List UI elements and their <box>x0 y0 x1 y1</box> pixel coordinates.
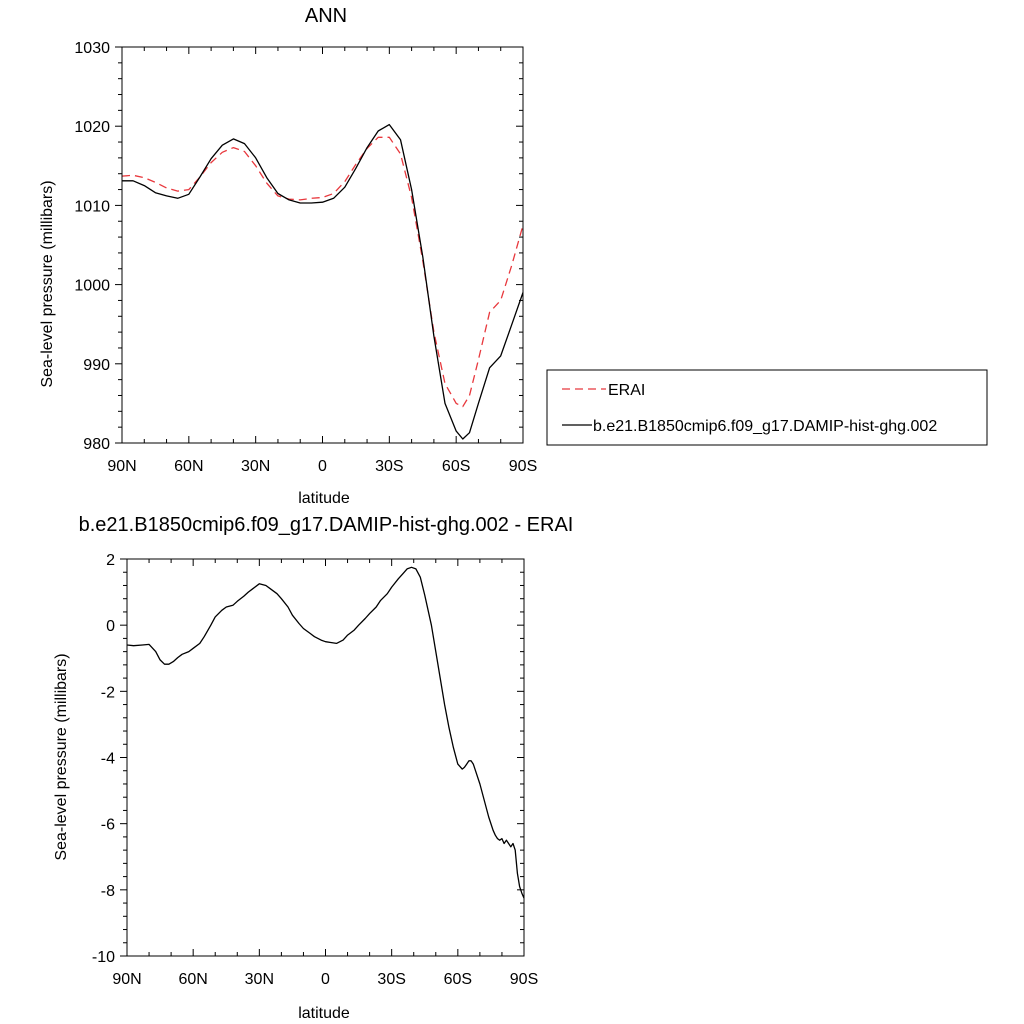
top-panel: ANN Sea-level pressure (millibars) latit… <box>39 5 988 507</box>
top-series-group <box>121 123 524 440</box>
top-x-tick-label: 90N <box>107 458 136 475</box>
top-x-axis-label: latitude <box>298 490 350 507</box>
top-y-tick-label: 980 <box>83 436 110 453</box>
bottom-y-tick-label: -10 <box>92 949 115 966</box>
top-axis-ticks: 90N 60N 30N 0 30S 60S 90S 980 990 1000 1010 1020 103… <box>74 40 537 475</box>
top-x-tick-label: 30N <box>241 458 270 475</box>
bottom-plot-frame <box>126 558 525 957</box>
bottom-axis-ticks: 90N 60N 30N 0 30S 60S 90S -10 -8 -6 -4 -2 0 2 <box>92 552 538 988</box>
top-plot-frame <box>121 46 524 444</box>
bottom-x-tick-label: 0 <box>321 971 330 988</box>
top-chart-title: ANN <box>305 5 347 27</box>
bottom-x-tick-label: 90N <box>112 971 141 988</box>
legend: ERAI b.e21.B1850cmip6.f09_g17.DAMIP-hist… <box>546 369 988 446</box>
bottom-y-axis-label: Sea-level pressure (millibars) <box>53 653 70 860</box>
bottom-x-axis-label: latitude <box>298 1005 350 1022</box>
bottom-x-tick-label: 60S <box>444 971 472 988</box>
top-series-line-model <box>122 123 524 440</box>
bottom-x-tick-label: 30S <box>377 971 405 988</box>
top-y-tick-label: 1030 <box>74 40 110 57</box>
top-x-tick-label: 30S <box>375 458 403 475</box>
top-x-tick-label: 0 <box>318 458 327 475</box>
bottom-y-tick-label: 0 <box>106 618 115 635</box>
bottom-series-group <box>126 566 525 899</box>
top-y-tick-label: 1000 <box>74 278 110 295</box>
bottom-y-tick-label: 2 <box>106 552 115 569</box>
bottom-y-tick-label: -2 <box>101 684 115 701</box>
bottom-series-line-model <box>126 566 525 899</box>
top-x-tick-label: 90S <box>509 458 537 475</box>
bottom-x-tick-label: 90S <box>510 971 538 988</box>
top-y-tick-label: 1010 <box>74 198 110 215</box>
bottom-y-tick-label: -6 <box>101 817 115 834</box>
bottom-y-tick-label: -8 <box>101 883 115 900</box>
bottom-x-tick-label: 60N <box>178 971 207 988</box>
top-y-axis-label: Sea-level pressure (millibars) <box>39 180 56 387</box>
legend-label-erai: ERAI <box>608 382 645 399</box>
legend-label-model: b.e21.B1850cmip6.f09_g17.DAMIP-hist-ghg.… <box>593 418 937 435</box>
top-x-tick-label: 60S <box>442 458 470 475</box>
legend-box <box>546 369 988 446</box>
top-series-line-erai <box>121 136 524 408</box>
bottom-y-tick-label: -4 <box>101 751 115 768</box>
bottom-panel: b.e21.B1850cmip6.f09_g17.DAMIP-hist-ghg.… <box>53 514 573 1022</box>
top-x-tick-label: 60N <box>174 458 203 475</box>
top-y-tick-label: 990 <box>83 357 110 374</box>
bottom-chart-title: b.e21.B1850cmip6.f09_g17.DAMIP-hist-ghg.… <box>79 514 574 536</box>
bottom-x-tick-label: 30N <box>245 971 274 988</box>
top-y-tick-label: 1020 <box>74 119 110 136</box>
